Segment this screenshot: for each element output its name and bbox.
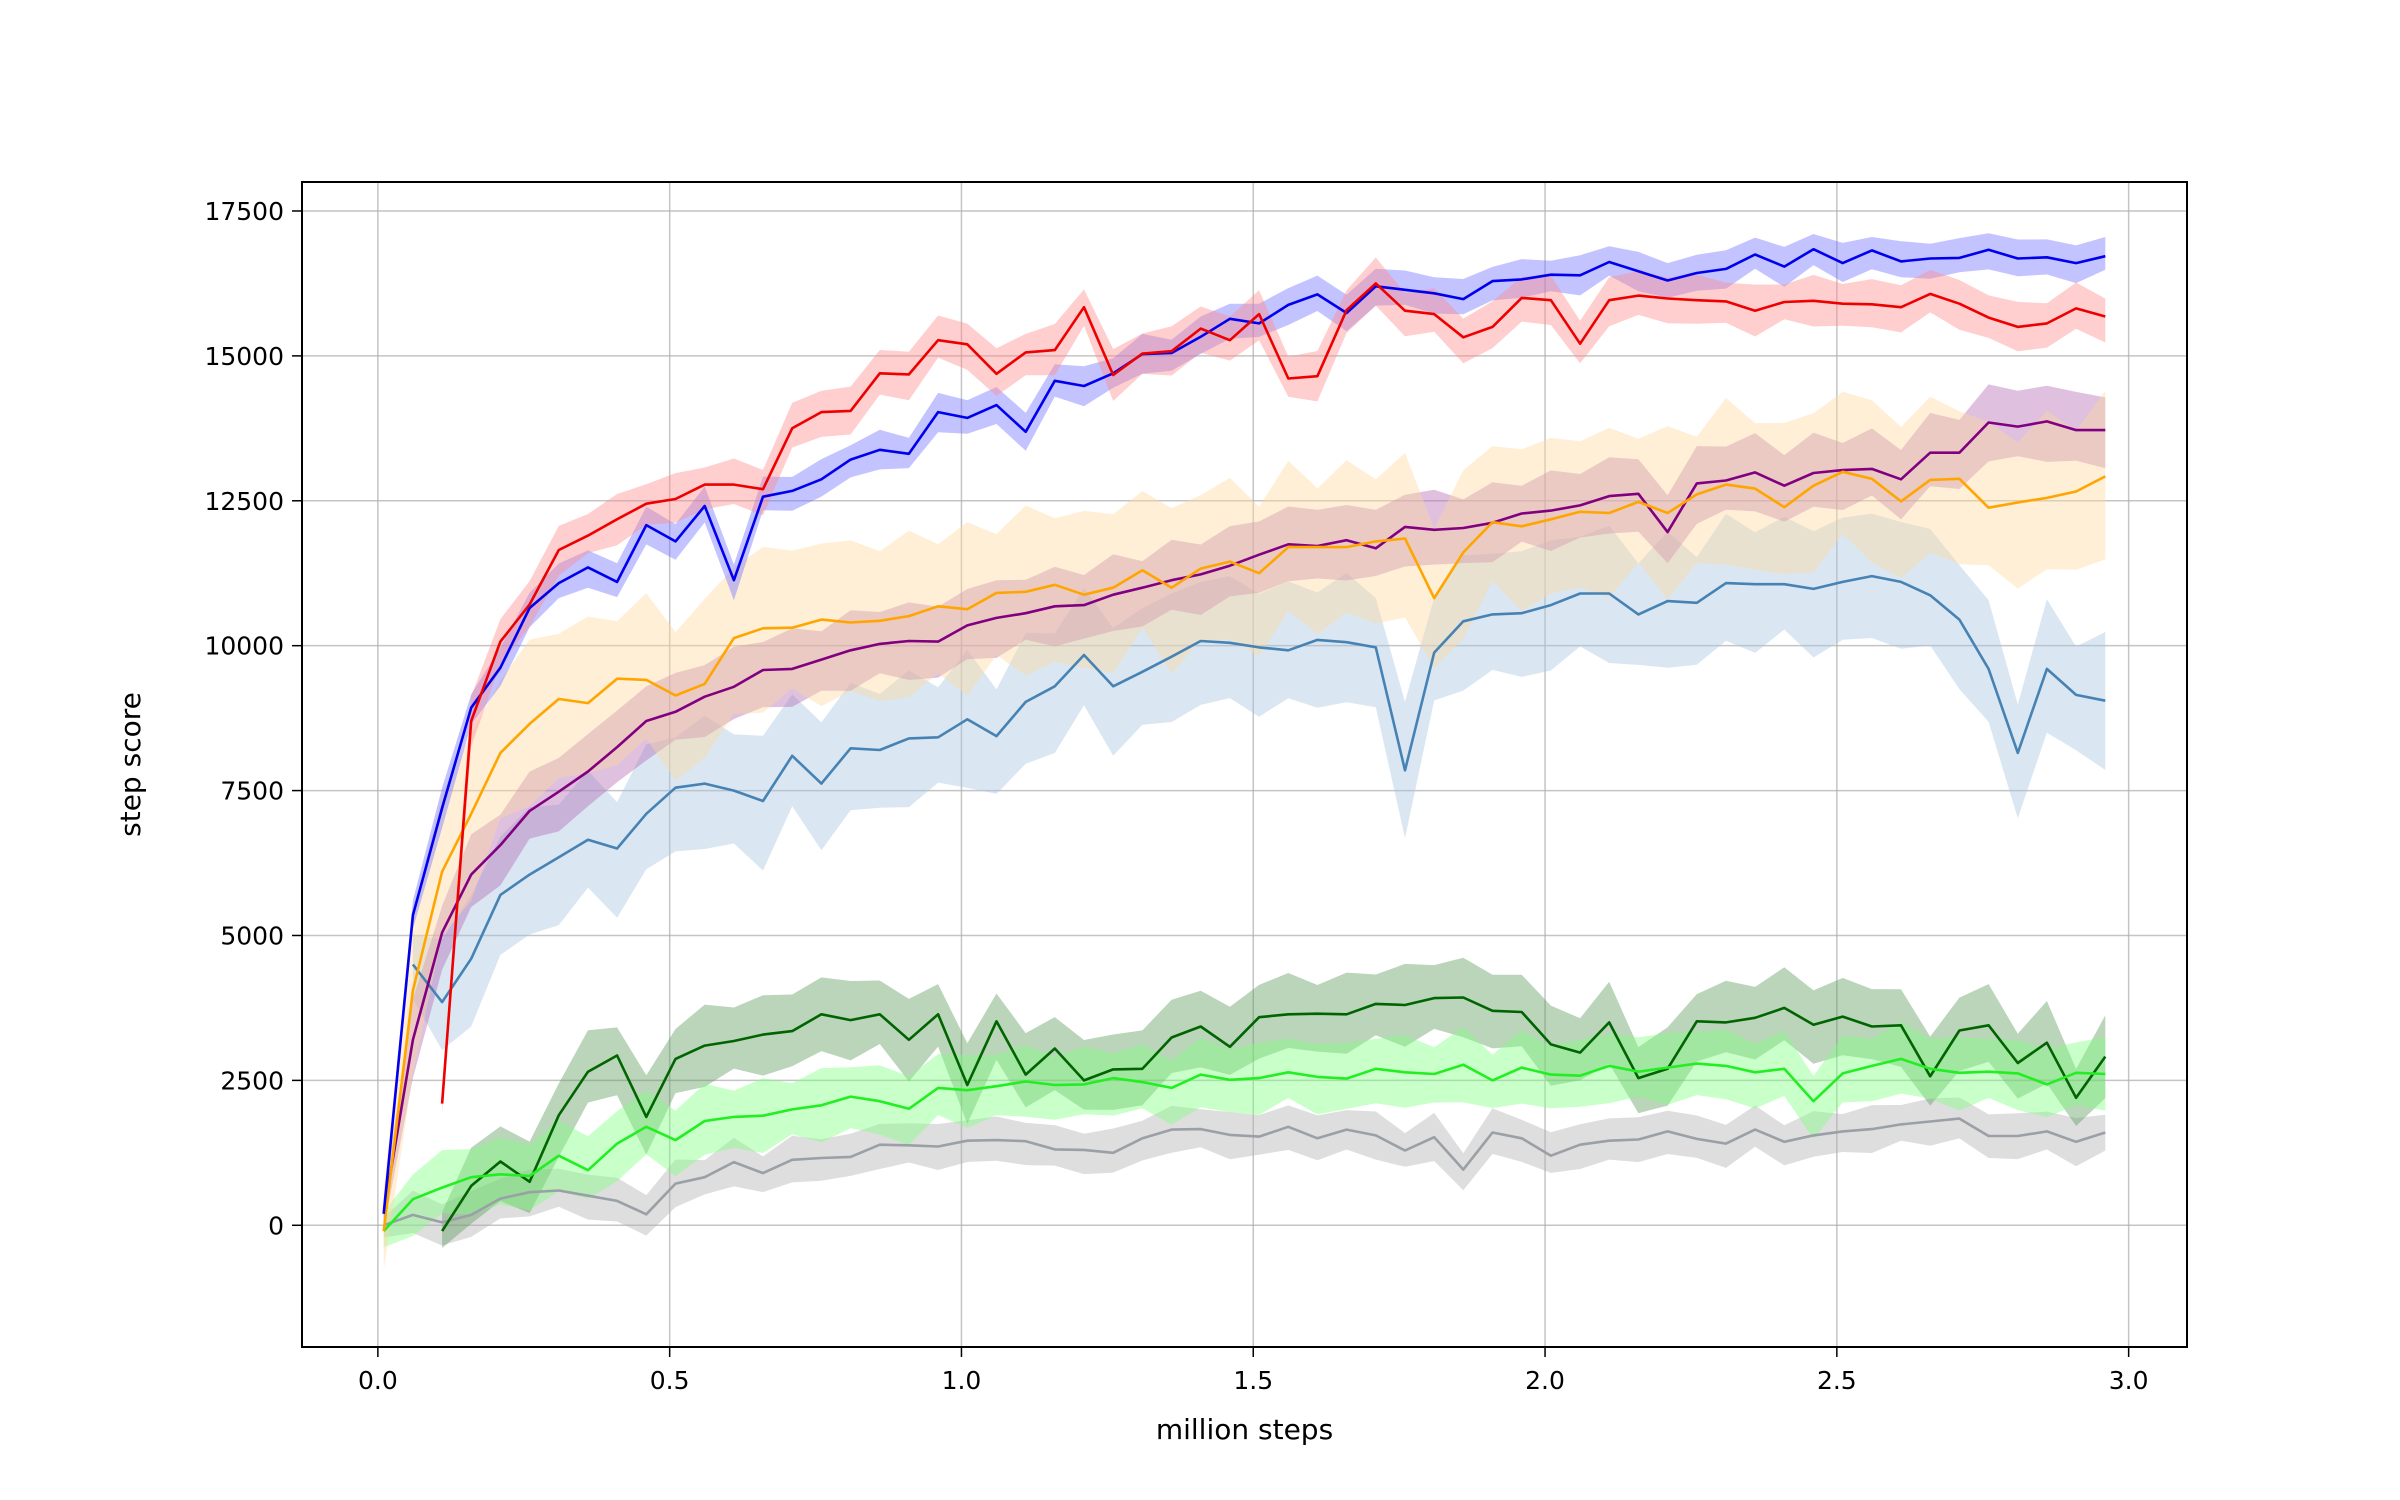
series-line (411, 574, 2106, 1004)
x-tick-label: 2.0 (1525, 1366, 1565, 1395)
series-line (383, 1117, 2106, 1227)
series-band (383, 384, 2106, 1230)
series-band (412, 513, 2106, 1051)
x-tick-label: 2.5 (1817, 1366, 1857, 1395)
y-axis-label: step score (114, 692, 147, 837)
x-tick-label: 3.0 (2109, 1366, 2149, 1395)
x-axis-label: million steps (1156, 1413, 1333, 1446)
series-line (441, 996, 2107, 1232)
series-band (383, 390, 2106, 1271)
confidence-bands (383, 233, 2106, 1271)
y-tick-label: 15000 (204, 342, 284, 371)
grid (302, 182, 2187, 1347)
plot-frame (301, 181, 2188, 1348)
y-tick-label: 12500 (204, 487, 284, 516)
y-tick-label: 7500 (220, 777, 284, 806)
x-tick-label: 1.5 (1233, 1366, 1273, 1395)
series-line (382, 247, 2106, 1214)
x-tick-label: 1.0 (942, 1366, 982, 1395)
y-tick-label: 2500 (220, 1066, 284, 1095)
y-tick-label: 0 (268, 1211, 284, 1240)
series-line (440, 282, 2106, 1104)
y-tick-label: 5000 (220, 921, 284, 950)
series-line (382, 1057, 2106, 1232)
series-line (382, 470, 2106, 1232)
axis-ticks: 0.0 0.5 1.0 1.5 2.0 2.5 3.0 0 2500 5000 7500 10000 1… (204, 197, 2148, 1395)
series-lines (382, 247, 2107, 1232)
y-tick-label: 10000 (204, 632, 284, 661)
x-tick-label: 0.5 (650, 1366, 690, 1395)
series-band (442, 957, 2106, 1248)
series-band (383, 1021, 2106, 1248)
y-tick-label: 17500 (204, 197, 284, 226)
series-line (382, 420, 2106, 1214)
x-tick-label: 0.0 (358, 1366, 398, 1395)
